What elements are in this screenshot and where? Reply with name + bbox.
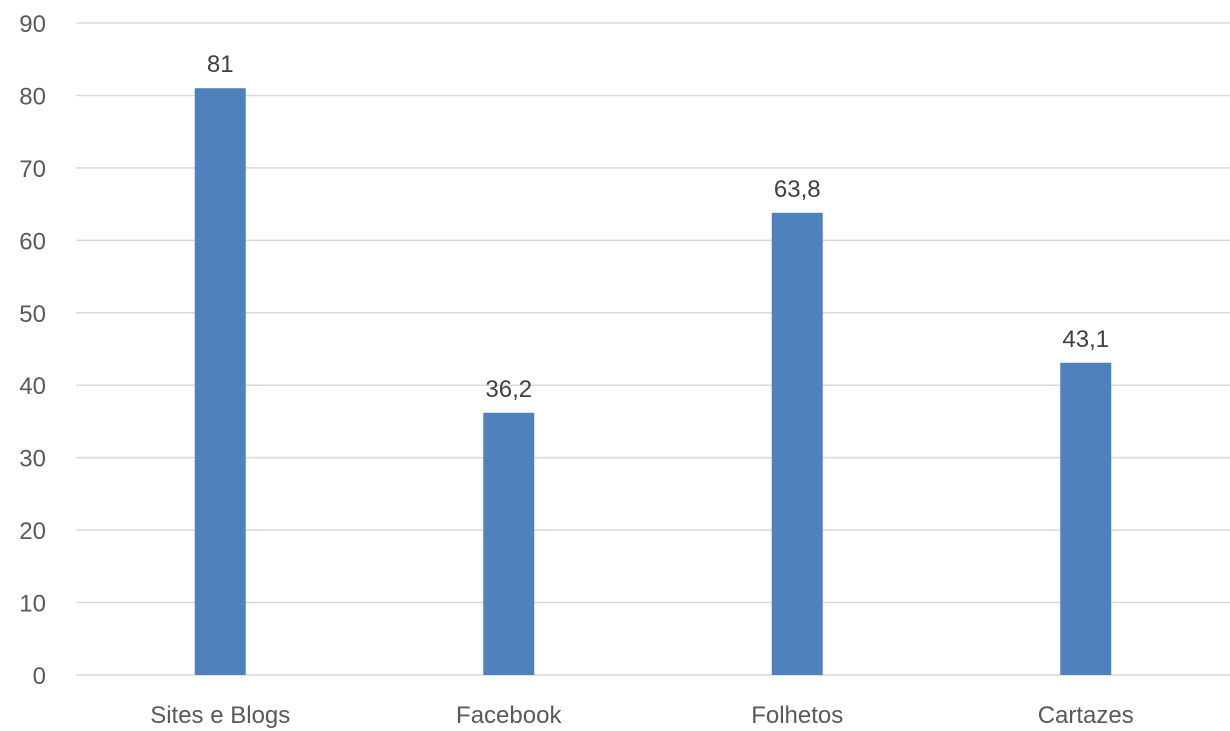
y-tick-label: 90 (19, 11, 46, 38)
x-axis-tick-labels: Sites e Blogs Facebook Folhetos Cartazes (150, 702, 1134, 729)
data-label: 43,1 (1062, 326, 1109, 353)
x-tick-label: Cartazes (1038, 702, 1134, 729)
y-tick-label: 0 (33, 663, 46, 690)
y-tick-label: 30 (19, 446, 46, 473)
y-tick-label: 80 (19, 83, 46, 110)
data-label: 36,2 (485, 376, 532, 403)
data-label: 63,8 (774, 176, 821, 203)
data-labels: 81 36,2 63,8 43,1 (207, 51, 1109, 403)
bars (194, 88, 1112, 675)
y-tick-label: 20 (19, 518, 46, 545)
bar-1 (483, 412, 535, 675)
data-label: 81 (207, 51, 234, 78)
y-tick-label: 50 (19, 301, 46, 328)
bar-3 (1060, 362, 1112, 675)
y-tick-label: 40 (19, 373, 46, 400)
y-tick-label: 60 (19, 228, 46, 255)
x-tick-label: Sites e Blogs (150, 702, 290, 729)
x-tick-label: Folhetos (751, 702, 843, 729)
bar-0 (194, 88, 246, 675)
y-tick-label: 70 (19, 156, 46, 183)
x-tick-label: Facebook (456, 702, 562, 729)
y-axis-tick-labels: 0 10 20 30 40 50 60 70 80 90 (19, 11, 46, 690)
gridlines (76, 22, 1230, 676)
y-tick-label: 10 (19, 591, 46, 618)
bar-2 (771, 212, 823, 675)
